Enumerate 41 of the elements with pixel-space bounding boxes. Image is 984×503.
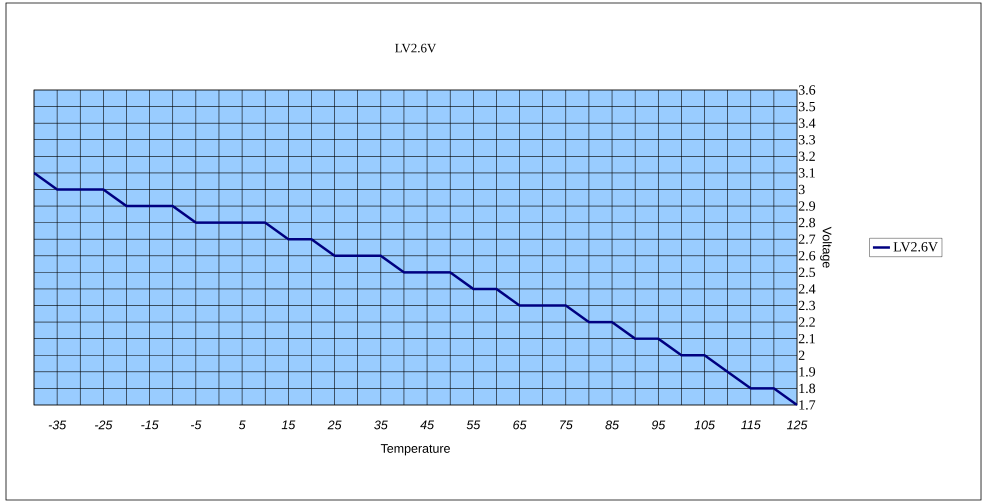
x-tick-label: 95: [652, 420, 666, 430]
x-tick-label: -25: [95, 420, 112, 430]
x-tick-label: 35: [374, 420, 388, 430]
y-tick-label: 1.9: [799, 367, 816, 377]
x-tick-label: 115: [741, 420, 761, 430]
y-axis-title: Voltage: [820, 226, 832, 268]
x-tick-label: 105: [694, 420, 715, 430]
y-tick-label: 3.6: [798, 85, 816, 95]
y-tick-label: 2.5: [798, 268, 816, 278]
y-tick-label: 2: [798, 350, 804, 360]
y-tick-label: 2.2: [798, 317, 815, 327]
x-tick-label: 5: [238, 420, 246, 430]
y-tick-label: 1.8: [799, 384, 816, 394]
x-tick-label: -35: [48, 420, 66, 430]
y-tick-label: 2.6: [798, 251, 816, 261]
x-tick-label: 75: [560, 420, 573, 430]
y-tick-label: 2.8: [798, 218, 816, 228]
x-tick-label: 85: [605, 420, 619, 430]
y-tick-label: 2.7: [798, 234, 816, 244]
y-tick-label: 3.2: [798, 152, 815, 162]
y-tick-label: 2.9: [798, 201, 816, 211]
x-tick-label: -5: [190, 420, 202, 430]
chart-title: LV2.6V: [395, 44, 436, 53]
y-tick-label: 3.3: [798, 135, 816, 144]
x-tick-label: 55: [466, 420, 480, 430]
y-tick-label: 2.3: [798, 300, 816, 310]
y-tick-label: 3.1: [798, 168, 815, 178]
x-tick-label: 45: [420, 420, 434, 430]
y-tick-label: 2.1: [798, 334, 815, 344]
y-tick-label: 2.4: [798, 284, 816, 294]
legend-label: LV2.6V: [894, 242, 938, 252]
x-tick-label: 25: [328, 420, 342, 430]
x-tick-label: 15: [282, 420, 296, 430]
x-tick-label: 125: [786, 420, 808, 430]
y-tick-label: 3.4: [798, 118, 816, 128]
x-tick-label: -15: [141, 420, 159, 430]
y-tick-label: 3: [798, 184, 805, 194]
x-tick-label: 65: [513, 420, 527, 430]
x-axis-title: Temperature: [380, 444, 450, 456]
y-tick-label: 1.7: [799, 400, 816, 410]
y-tick-label: 3.5: [798, 102, 816, 112]
